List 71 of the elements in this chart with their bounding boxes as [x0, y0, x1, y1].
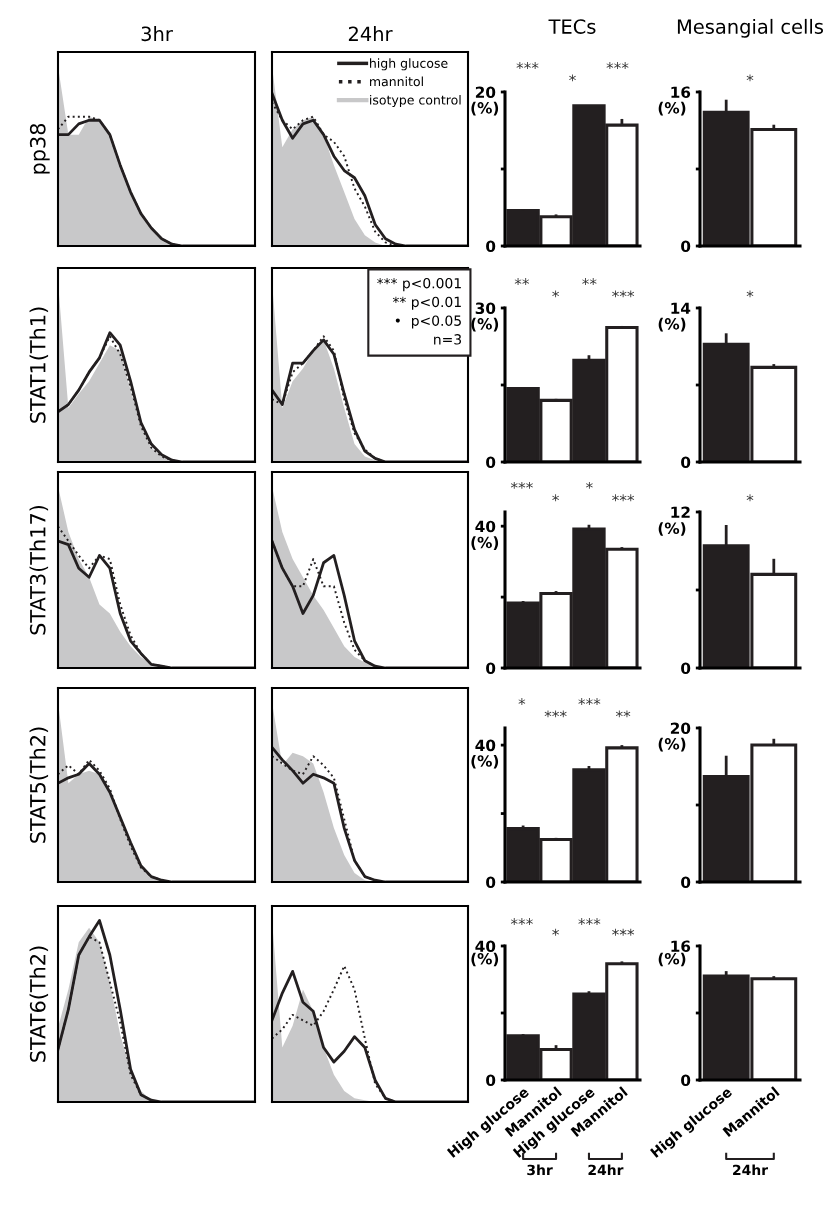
y-tick-label: 0: [486, 240, 496, 253]
y-axis-title: (%): [471, 317, 499, 332]
y-tick-label: 20: [670, 722, 691, 735]
text: ***: [612, 290, 635, 298]
annotation: n=3: [434, 334, 462, 345]
legend-label: isotype control: [370, 94, 461, 108]
y-tick-label: 0: [681, 240, 691, 253]
text: ***: [544, 710, 567, 718]
annotation: *** p<0.001: [377, 277, 461, 292]
text: *: [552, 290, 559, 298]
y-axis-title: (%): [658, 737, 686, 752]
y-axis-title: STAT6(Th2): [29, 946, 49, 1062]
annotation: • p<0.05: [395, 315, 461, 329]
text: 24hr: [588, 1164, 624, 1175]
y-axis-title: STAT5(Th2): [29, 727, 49, 843]
text: ***: [578, 698, 601, 706]
y-tick-label: 0: [681, 876, 691, 889]
y-axis-title: (%): [658, 317, 686, 332]
y-axis-title: (%): [471, 952, 499, 967]
text: *: [569, 74, 576, 82]
y-tick-label: 20: [475, 86, 496, 99]
text: *: [746, 74, 754, 82]
y-tick-label: 40: [475, 520, 496, 533]
y-axis-title: (%): [658, 101, 686, 116]
text: ***: [606, 62, 629, 70]
y-tick-label: 0: [486, 1074, 496, 1087]
legend-label: mannitol: [370, 76, 423, 87]
y-tick-label: 0: [681, 456, 691, 469]
text: *: [746, 290, 754, 298]
text: *: [746, 494, 754, 502]
text: *: [518, 698, 526, 706]
y-axis-title: (%): [658, 952, 686, 967]
text: ***: [510, 918, 533, 926]
legend-label: high glucose: [370, 58, 448, 71]
y-tick-label: 0: [486, 456, 496, 469]
y-axis-title: STAT3(Th17): [29, 505, 49, 635]
y-axis-title: STAT1(Th1): [29, 307, 49, 423]
y-axis-title: pp38: [29, 123, 50, 174]
text: **: [582, 278, 597, 286]
chart-title: TECs: [548, 19, 596, 34]
y-tick-label: 0: [486, 662, 496, 675]
text: 24hr: [733, 1164, 768, 1175]
text: ***: [516, 62, 539, 70]
text: **: [615, 710, 631, 718]
y-tick-label: 12: [671, 506, 690, 518]
y-tick-label: 40: [475, 940, 496, 953]
chart-title: Mesangial cells: [677, 18, 824, 38]
y-axis-title: (%): [658, 522, 686, 536]
text: ***: [612, 928, 635, 936]
text: *: [552, 494, 559, 502]
text: **: [514, 278, 530, 286]
chart-title: 24hr: [348, 26, 393, 41]
chart-title: 3hr: [141, 26, 173, 42]
text: ***: [578, 918, 601, 926]
y-tick-label: 0: [681, 1074, 691, 1087]
y-tick-label: 0: [681, 662, 691, 675]
annotation: ** p<0.01: [392, 296, 461, 310]
text: *: [586, 481, 593, 489]
y-axis-title: (%): [471, 536, 499, 550]
y-axis-title: (%): [471, 101, 499, 116]
y-tick-label: 16: [671, 86, 691, 99]
y-tick-label: 16: [671, 940, 691, 953]
y-tick-label: 0: [486, 876, 496, 889]
text: *: [552, 928, 559, 936]
text: 3hr: [527, 1164, 553, 1176]
text: ***: [612, 494, 635, 502]
text: ***: [510, 481, 533, 489]
y-tick-label: 30: [475, 302, 496, 315]
y-axis-title: (%): [471, 754, 499, 769]
y-tick-label: 40: [475, 739, 496, 752]
y-tick-label: 14: [671, 302, 691, 314]
